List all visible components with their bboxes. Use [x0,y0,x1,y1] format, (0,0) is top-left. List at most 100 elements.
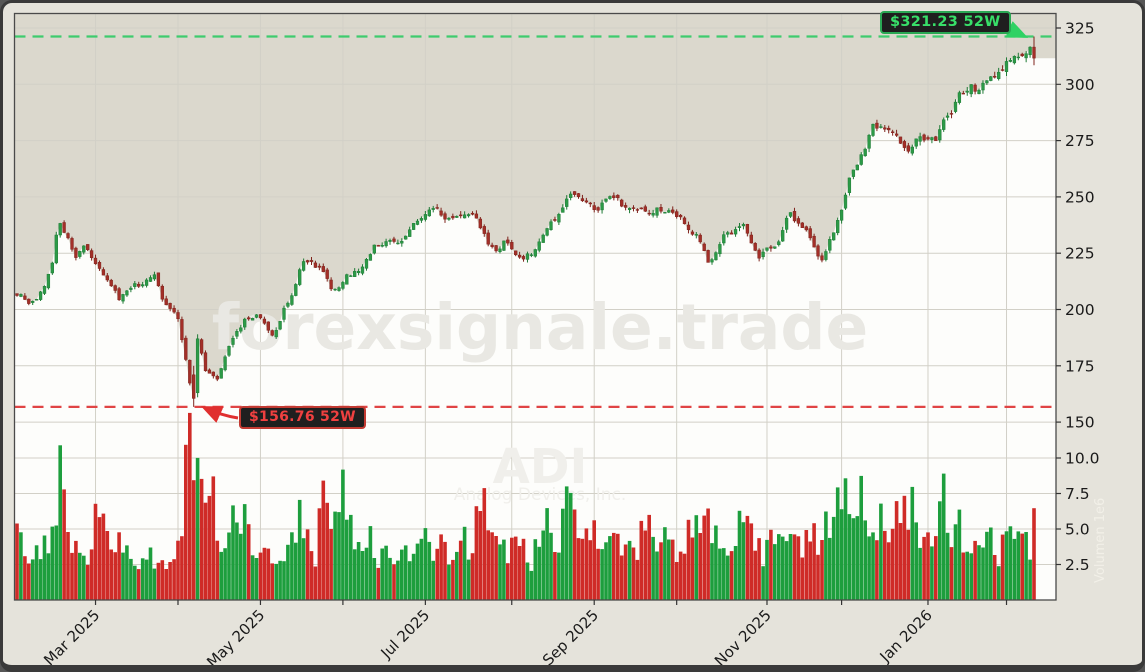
candle-body [262,318,267,324]
volume-bar [706,508,710,600]
volume-bar [513,536,518,600]
volume-bar [199,478,204,600]
volume-bar [517,546,522,600]
volume-bar [780,536,785,600]
volume-bar [619,555,624,600]
candle-body [250,318,255,321]
candle-body [867,134,871,149]
candle-body [647,212,651,215]
candle-body [517,254,522,258]
candle-body [993,75,997,78]
volume-bar [761,566,765,600]
volume-bar [1008,526,1013,600]
candle-body [50,262,54,274]
volume-bar [667,539,671,600]
volume-bar [278,560,282,600]
candle-body [129,287,133,290]
volume-bar [403,545,408,600]
volume-bar [470,553,475,600]
volume-bar [981,547,985,600]
volume-bar [985,531,989,600]
volume-bar [349,514,353,600]
volume-bar [930,546,934,600]
volume-bar [828,537,832,600]
candle-body [851,169,856,177]
volume-bar [953,524,958,600]
candle-body [985,80,989,84]
candle-body [1016,56,1020,59]
volume-bar [879,503,883,600]
volume-bar [616,533,620,600]
volume-bar [525,562,530,600]
volume-bar [604,542,608,600]
candle-body [58,223,62,236]
volume-bar [702,515,706,600]
volume-bar [396,560,400,600]
volume-bar [486,530,490,600]
volume-bar [800,557,805,600]
volume-bar [839,509,844,600]
candle-body [777,241,781,246]
volume-bar [804,530,809,600]
candle-body [89,250,94,258]
candle-body [930,137,934,140]
volume-bar [867,536,871,600]
volume-bar [211,476,216,600]
candle-body [199,339,204,354]
candle-body [765,247,769,251]
volume-bar [1024,532,1028,600]
volume-bar [294,542,298,600]
candle-body [812,235,816,248]
candle-body [353,271,357,277]
candle-body [243,318,247,328]
candle-body [926,137,930,140]
date-tick-label: Jan 2026 [876,606,936,666]
candle-body [404,235,408,240]
candle-body [282,307,286,320]
volume-bar [490,532,494,600]
candle-body [368,254,373,261]
volume-bar [239,533,243,600]
volume-bar [360,551,365,600]
volume-bar [674,562,679,600]
candle-body [808,228,812,239]
volume-tick-label: 10.0 [1065,450,1100,468]
volume-bar [725,555,730,600]
volume-bar [176,540,180,600]
volume-bar [172,559,176,600]
candle-body [74,247,78,258]
candle-body [490,244,494,247]
candle-body [847,177,852,193]
candle-body [235,331,239,337]
volume-bar [482,488,487,600]
volume-bar [729,551,734,600]
candle-body [533,249,537,257]
candle-body [620,199,624,207]
volume-bar [82,555,86,600]
candle-body [156,272,161,287]
date-tick-label: Jul 2025 [377,606,434,663]
candle-body [969,84,973,95]
candle-body [345,274,349,285]
volume-bar [537,546,541,600]
candle-body [678,214,683,218]
volume-bar [521,538,526,600]
candle-body [38,291,43,300]
volume-bar [282,561,286,600]
volume-bar [66,532,70,600]
candle-body [592,205,596,210]
candle-body [137,283,141,287]
volume-tick-label: 2.5 [1065,556,1090,574]
volume-bar [109,549,113,600]
volume-bar [824,511,828,600]
volume-bar [572,509,577,600]
candle-body [745,224,750,234]
candle-body [729,232,734,235]
candle-body [890,131,895,133]
candle-body [643,206,647,212]
candle-body [46,273,51,289]
candle-body [906,145,910,152]
candle-body [757,249,761,259]
volume-bar [474,506,479,600]
volume-bar [600,549,604,600]
